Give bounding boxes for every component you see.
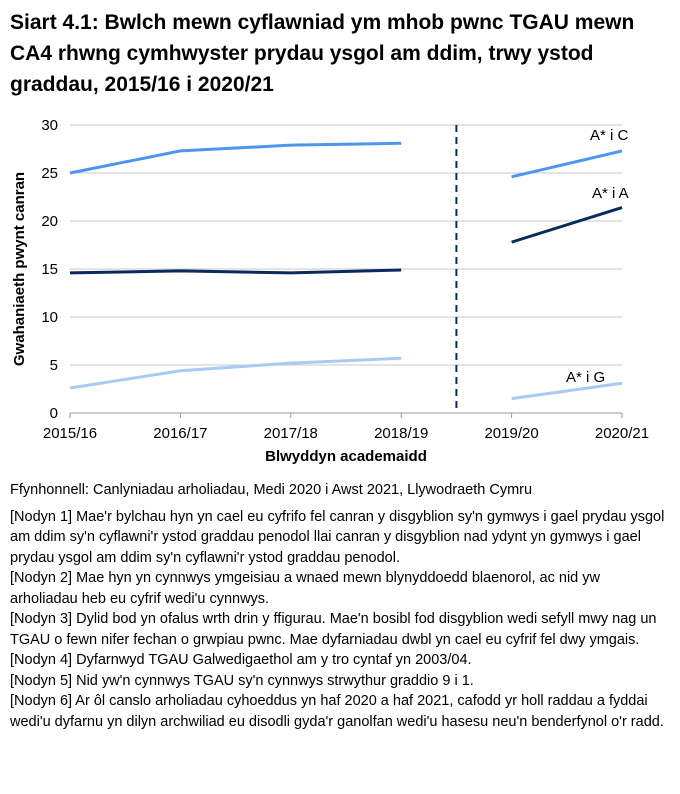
series-line-2-pre	[69, 268, 402, 275]
y-tick-label: 5	[50, 357, 58, 374]
series-label: A* i G	[566, 369, 605, 386]
x-tick-label: 2019/20	[484, 425, 538, 442]
y-tick-label: 30	[41, 117, 58, 134]
note-4: [Nodyn 4] Dyfarnwyd TGAU Galwedigaethol …	[10, 652, 472, 668]
x-tick-label: 2020/21	[595, 425, 649, 442]
series-line-1-post	[511, 149, 623, 179]
x-axis-label: Blwyddyn academaidd	[265, 448, 427, 465]
x-tick-label: 2018/19	[374, 425, 428, 442]
y-tick-label: 0	[50, 405, 58, 422]
note-2: [Nodyn 2] Mae hyn yn cynnwys ymgeisiau a…	[10, 570, 600, 607]
series-line-3-post	[511, 381, 623, 401]
series-line-1-pre	[69, 141, 402, 175]
x-tick-label: 2017/18	[264, 425, 318, 442]
y-axis-label: Gwahaniaeth pwynt canran	[11, 172, 28, 366]
note-1: [Nodyn 1] Mae'r bylchau hyn yn cael eu c…	[10, 508, 665, 566]
source-text: Ffynhonnell: Canlyniadau arholiadau, Med…	[10, 482, 533, 498]
x-tick-label: 2015/16	[43, 425, 97, 442]
y-tick-label: 20	[41, 213, 58, 230]
y-tick-label: 15	[41, 261, 58, 278]
series-label: A* i C	[590, 127, 629, 144]
series-line-3-pre	[69, 356, 402, 390]
note-3: [Nodyn 3] Dylid bod yn ofalus wrth drin …	[10, 611, 657, 648]
y-tick-label: 10	[41, 309, 58, 326]
y-tick-label: 25	[41, 165, 58, 182]
note-5: [Nodyn 5] Nid yw'n cynnwys TGAU sy'n cyn…	[10, 672, 474, 689]
series-label: A* i A	[592, 185, 629, 202]
series-line-2-post	[511, 206, 623, 244]
note-6: [Nodyn 6] Ar ôl canslo arholiadau cyhoed…	[10, 693, 664, 730]
x-tick-label: 2016/17	[153, 425, 207, 442]
notes: Ffynhonnell: Canlyniadau arholiadau, Med…	[10, 480, 670, 732]
line-chart: 0 5 10 15 20 25 30 2015/16 2016/17 2017/18 2018/19…	[11, 117, 649, 465]
chart-title: Siart 4.1: Bwlch mewn cyflawniad ym mhob…	[10, 11, 635, 96]
